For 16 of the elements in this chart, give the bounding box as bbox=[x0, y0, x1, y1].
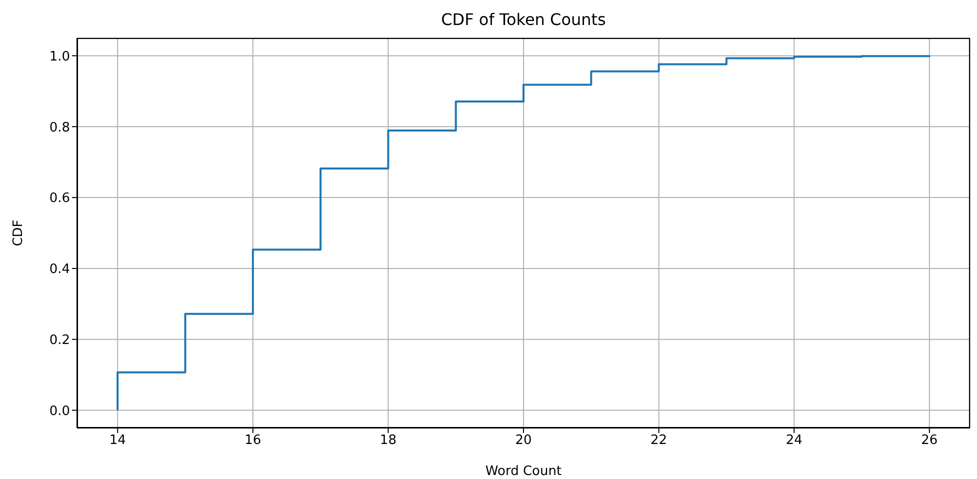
y-tick-label: 0.0 bbox=[49, 404, 70, 419]
y-tick-label: 0.8 bbox=[49, 120, 70, 136]
x-tick-label: 20 bbox=[515, 433, 532, 448]
y-tick-label: 1.0 bbox=[49, 49, 70, 64]
x-tick-label: 22 bbox=[650, 433, 668, 448]
chart-title: CDF of Token Counts bbox=[440, 10, 607, 29]
y-axis-title: CDF bbox=[10, 220, 26, 246]
x-tick-label: 16 bbox=[244, 433, 262, 448]
x-tick-label: 14 bbox=[109, 433, 126, 448]
y-tick-label: 0.6 bbox=[49, 191, 70, 206]
y-tick-label: 0.2 bbox=[49, 332, 70, 348]
y-tick-label: 0.4 bbox=[49, 262, 70, 278]
x-tick-label: 18 bbox=[380, 433, 396, 448]
x-tick-label: 26 bbox=[921, 433, 938, 448]
x-tick-label: 24 bbox=[786, 433, 802, 448]
x-axis-title: Word Count bbox=[485, 464, 562, 479]
